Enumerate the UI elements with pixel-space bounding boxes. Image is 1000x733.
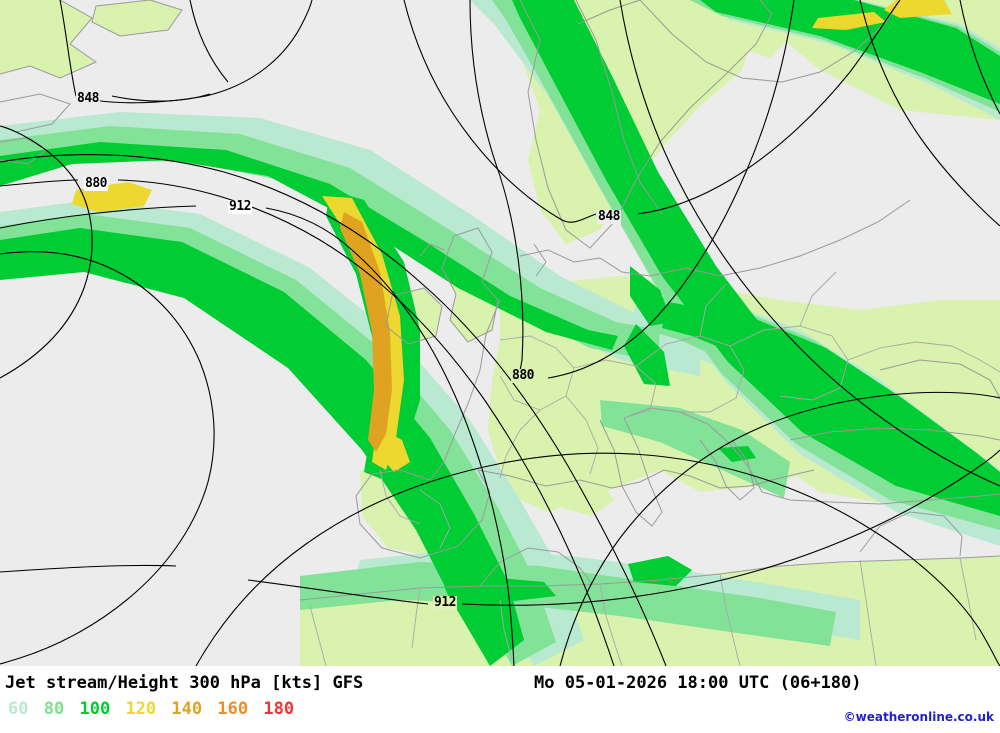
- scale-stop-100: 100: [79, 699, 111, 719]
- valid-date: Mo 05-01-2026 18:00 UTC (06+180): [534, 673, 862, 693]
- windspeed-band-100: [0, 0, 1000, 666]
- contour-label-848-scandinavia: 848: [597, 209, 621, 224]
- contour-label-880-europe: 880: [511, 368, 535, 383]
- copyright-credit: ©weatheronline.co.uk: [843, 710, 994, 724]
- contour-label-880-northwest: 880: [84, 176, 108, 191]
- contour-label-848-northwest: 848: [76, 91, 100, 106]
- windspeed-color-scale: 60 80 100 120 140 160 180: [8, 699, 299, 719]
- weather-map[interactable]: 848 880 912 848 880 912: [0, 0, 1000, 666]
- windspeed-band-140: [340, 212, 392, 452]
- scale-stop-180: 180: [263, 699, 295, 719]
- scale-stop-160: 160: [217, 699, 249, 719]
- scale-stop-80: 80: [43, 699, 65, 719]
- map-title: Jet stream/Height 300 hPa [kts] GFS: [5, 673, 364, 693]
- map-canvas: [0, 0, 1000, 666]
- scale-stop-140: 140: [171, 699, 203, 719]
- contour-label-912-south: 912: [433, 595, 457, 610]
- contour-label-912-north: 912: [228, 199, 252, 214]
- map-footer: Jet stream/Height 300 hPa [kts] GFS Mo 0…: [0, 666, 1000, 733]
- scale-stop-120: 120: [125, 699, 157, 719]
- scale-stop-60: 60: [8, 699, 29, 719]
- border-layer: [309, 271, 1000, 666]
